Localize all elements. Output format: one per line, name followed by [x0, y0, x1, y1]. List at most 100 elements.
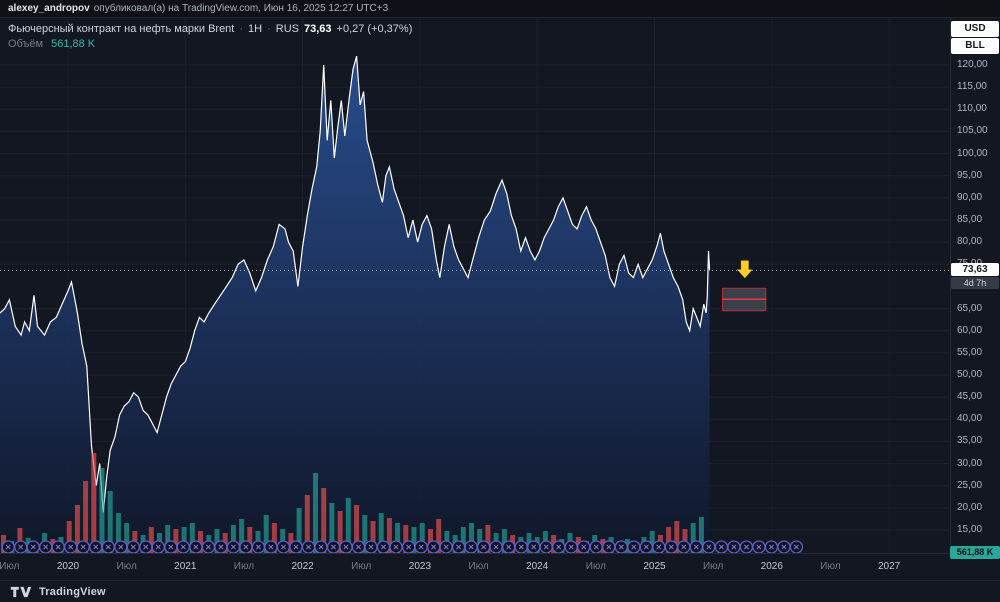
contract-event-marker-icon[interactable]: [577, 540, 591, 554]
arrow-down-drawing-icon[interactable]: [735, 260, 754, 280]
contract-event-marker-icon[interactable]: [652, 540, 666, 554]
contract-event-marker-icon[interactable]: [276, 540, 291, 554]
contract-event-marker-icon[interactable]: [602, 540, 616, 554]
contract-event-marker-icon[interactable]: [201, 540, 216, 554]
contract-event-marker-icon[interactable]: [251, 540, 266, 554]
contract-event-marker-icon[interactable]: [752, 540, 766, 554]
contract-event-marker-icon[interactable]: [89, 540, 103, 554]
volume-bar: [198, 531, 203, 553]
volume-bar: [99, 468, 105, 553]
contract-event-marker-icon[interactable]: [702, 540, 716, 554]
contract-event-marker-icon[interactable]: [464, 540, 478, 554]
contract-event-marker-icon[interactable]: [439, 540, 453, 554]
time-axis-label: 2023: [408, 561, 432, 572]
contract-event-marker-icon[interactable]: [14, 540, 28, 554]
symbol-title[interactable]: Фьючерсный контракт на нефть марки Brent: [8, 23, 235, 35]
price-axis[interactable]: 120,00 115,00 110,00 105,00 100,00 95,00 90,00…: [950, 0, 1000, 553]
contract-event-marker-icon[interactable]: [401, 540, 416, 554]
contract-event-marker-icon[interactable]: [451, 540, 466, 554]
time-axis[interactable]: Июл 2020 Июл 2021 Июл 2022 Июл 2023 Июл 2024 Июл 20…: [0, 553, 950, 580]
contract-event-marker-icon[interactable]: [264, 540, 278, 554]
contract-event-marker-icon[interactable]: [727, 540, 741, 554]
attribution-bar: alexey_andropov опубликовал(а) на Tradin…: [0, 0, 1000, 18]
contract-event-marker-icon[interactable]: [689, 540, 703, 554]
volume-bar: [230, 525, 236, 553]
contract-event-marker-icon[interactable]: [614, 540, 628, 554]
contract-event-marker-icon[interactable]: [364, 540, 378, 554]
volume-bar: [370, 521, 376, 553]
volume-bar: [378, 513, 384, 553]
contract-event-marker-icon[interactable]: [114, 540, 128, 554]
contract-event-marker-icon[interactable]: [226, 540, 241, 554]
contract-event-marker-icon[interactable]: [64, 540, 78, 554]
price-axis-label: 60,00: [957, 324, 983, 336]
contract-event-marker-icon[interactable]: [39, 540, 53, 554]
volume-bar: [115, 513, 121, 553]
contract-event-marker-icon[interactable]: [564, 540, 578, 554]
contract-event-marker-icon[interactable]: [527, 540, 541, 554]
time-axis-label: 2024: [526, 561, 549, 572]
volume-bar: [649, 531, 655, 553]
contract-event-marker-icon[interactable]: [1, 540, 15, 554]
contract-event-marker-icon[interactable]: [164, 540, 178, 554]
contract-event-marker-icon[interactable]: [339, 540, 353, 554]
contract-event-marker-icon[interactable]: [639, 540, 653, 554]
volume-bar: [214, 529, 220, 553]
time-axis-label: Июл: [820, 561, 841, 572]
contract-event-marker-icon[interactable]: [627, 540, 641, 554]
contract-event-marker-icon[interactable]: [476, 540, 491, 554]
volume-bar: [74, 505, 80, 553]
tradingview-brand-text[interactable]: TradingView: [39, 585, 106, 598]
contract-event-marker-icon[interactable]: [664, 540, 678, 554]
contract-event-marker-icon[interactable]: [389, 540, 403, 554]
contract-event-marker-icon[interactable]: [414, 540, 428, 554]
volume-bar: [247, 527, 253, 553]
contract-event-marker-icon[interactable]: [376, 540, 391, 554]
contract-event-marker-icon[interactable]: [677, 540, 691, 554]
contract-event-marker-icon[interactable]: [789, 540, 804, 554]
legend-volume-row: Объём 561,88 K: [8, 38, 412, 50]
contract-event-marker-icon[interactable]: [214, 540, 228, 554]
contract-event-marker-icon[interactable]: [739, 540, 754, 554]
unit-bll-button[interactable]: BLL: [951, 38, 999, 54]
contract-event-marker-icon[interactable]: [489, 540, 503, 554]
contract-event-marker-icon[interactable]: [314, 540, 328, 554]
contract-event-marker-icon[interactable]: [426, 540, 441, 554]
volume-bar: [460, 527, 466, 553]
contract-event-marker-icon[interactable]: [502, 540, 516, 554]
tradingview-logo-icon[interactable]: [10, 585, 32, 599]
contract-event-marker-icon[interactable]: [714, 540, 729, 554]
contract-event-marker-icon[interactable]: [189, 540, 203, 554]
contract-event-marker-icon[interactable]: [139, 540, 153, 554]
contract-event-marker-icon[interactable]: [26, 540, 40, 554]
currency-usd-button[interactable]: USD: [951, 21, 999, 37]
contract-event-marker-icon[interactable]: [589, 540, 603, 554]
footer-bar: TradingView: [0, 580, 1000, 602]
price-axis-label: 95,00: [957, 169, 983, 181]
time-axis-label: 2027: [877, 561, 901, 572]
contract-event-marker-icon[interactable]: [764, 540, 779, 554]
contract-event-marker-icon[interactable]: [51, 540, 65, 554]
price-axis-label: 15,00: [957, 524, 983, 535]
contract-event-marker-icon[interactable]: [76, 540, 90, 554]
contract-event-marker-icon[interactable]: [151, 540, 165, 554]
price-axis-label: 105,00: [957, 125, 988, 137]
volume-bar: [329, 503, 335, 553]
contract-event-marker-icon[interactable]: [514, 540, 528, 554]
volume-bar: [395, 523, 401, 553]
contract-event-marker-icon[interactable]: [101, 540, 115, 554]
contract-event-marker-icon[interactable]: [777, 540, 791, 554]
contract-event-marker-icon[interactable]: [239, 540, 253, 554]
contract-event-marker-icon[interactable]: [126, 540, 140, 554]
author-link[interactable]: alexey_andropov: [8, 3, 90, 14]
contract-event-marker-icon[interactable]: [552, 540, 566, 554]
contract-event-marker-icon[interactable]: [301, 540, 316, 554]
contract-event-marker-icon[interactable]: [176, 540, 190, 554]
contract-event-marker-icon[interactable]: [289, 540, 303, 554]
contract-event-marker-icon[interactable]: [326, 540, 341, 554]
contract-event-marker-icon[interactable]: [351, 540, 366, 554]
contract-event-marker-icon[interactable]: [539, 540, 553, 554]
volume-bar: [271, 523, 277, 553]
time-axis-label: Июл: [116, 561, 137, 572]
